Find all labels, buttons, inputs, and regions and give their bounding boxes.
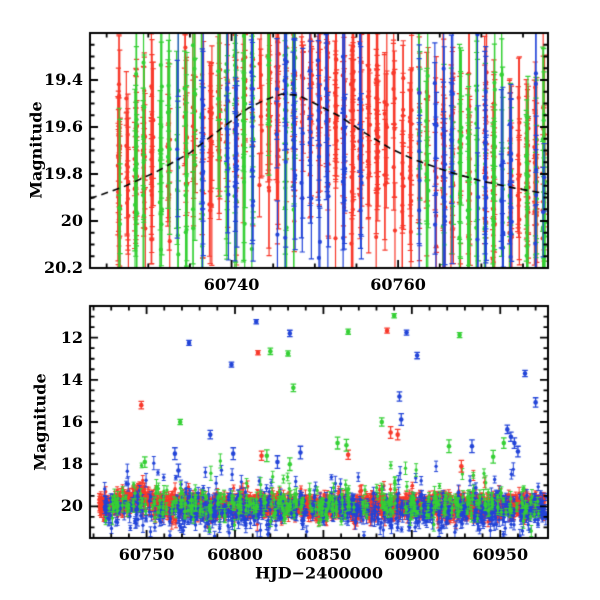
x-tick-label: 60850	[295, 545, 352, 564]
x-axis-title: HJD−2400000	[255, 563, 383, 583]
y-tick-label: 16	[60, 412, 83, 431]
y-tick-label: 19.6	[44, 117, 83, 136]
x-tick-label: 60760	[370, 275, 426, 294]
y-tick-label: 12	[60, 327, 83, 347]
top-y-axis-title: Magnitude	[26, 101, 46, 199]
y-tick-label: 20	[60, 211, 83, 230]
x-tick-label: 60950	[472, 545, 529, 564]
y-tick-label: 20	[60, 496, 83, 516]
y-tick-label: 14	[60, 369, 83, 389]
x-tick-label: 60800	[207, 545, 263, 564]
y-tick-label: 20.2	[44, 258, 83, 277]
x-tick-label: 60900	[383, 545, 440, 564]
y-tick-label: 19.4	[44, 70, 83, 89]
x-tick-label: 60740	[203, 275, 260, 294]
y-tick-label: 19.8	[44, 164, 83, 183]
y-tick-label: 18	[60, 454, 83, 474]
x-tick-label: 60750	[118, 545, 175, 564]
